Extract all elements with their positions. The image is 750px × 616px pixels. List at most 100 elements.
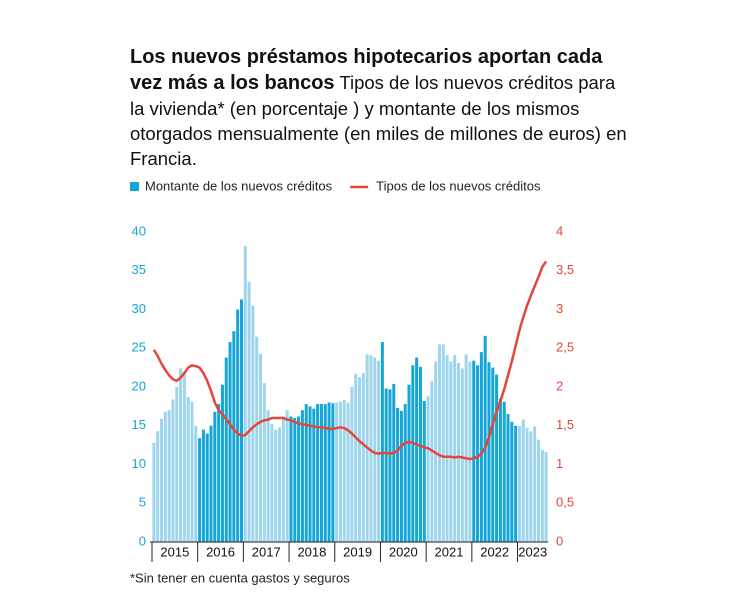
bar	[491, 367, 495, 542]
x-tick-label: 2016	[206, 544, 235, 559]
bar	[399, 411, 403, 542]
bar	[190, 401, 194, 542]
x-tick-label: 2018	[297, 544, 326, 559]
bar	[251, 305, 255, 542]
bar	[220, 384, 224, 542]
bar	[403, 404, 407, 542]
bar	[453, 355, 457, 542]
bar	[304, 404, 308, 542]
bar	[239, 299, 243, 542]
bar	[342, 400, 346, 542]
legend-label: Tipos de los nuevos créditos	[376, 178, 541, 193]
bar	[392, 383, 396, 542]
bar	[498, 398, 502, 542]
y-tick-label: 10	[132, 456, 146, 471]
bar	[228, 342, 232, 542]
bar	[312, 408, 316, 542]
bar	[449, 361, 453, 542]
bar	[369, 355, 373, 542]
bar	[331, 403, 335, 542]
bar	[186, 397, 190, 542]
bar	[259, 353, 263, 542]
legend-label: Montante de los nuevos créditos	[145, 178, 333, 193]
bar	[529, 431, 533, 542]
bar	[445, 355, 449, 542]
bar	[182, 371, 186, 542]
y2-tick-label: 0,5	[556, 495, 574, 510]
bar	[441, 344, 445, 542]
bar	[457, 362, 461, 542]
bar	[209, 425, 213, 542]
y2-tick-label: 2	[556, 378, 563, 393]
bar	[354, 373, 358, 542]
x-tick-label: 2019	[343, 544, 372, 559]
y-tick-label: 15	[132, 417, 146, 432]
bar	[198, 438, 202, 542]
note: *Sin tener en cuenta gastos y seguros	[130, 570, 350, 585]
x-tick-label: 2017	[252, 544, 281, 559]
bar	[274, 429, 278, 542]
bar	[163, 411, 167, 542]
bar	[411, 365, 415, 542]
bar	[384, 388, 388, 542]
bar	[152, 442, 156, 542]
bar	[327, 402, 331, 542]
bar	[495, 374, 499, 542]
bar	[171, 399, 175, 542]
bar	[308, 406, 312, 542]
bar	[533, 426, 537, 542]
bar	[285, 410, 289, 542]
bar	[415, 357, 419, 542]
y-tick-label: 5	[139, 495, 146, 510]
x-tick-label: 2021	[435, 544, 464, 559]
bar	[350, 387, 354, 542]
y-tick-label: 25	[132, 340, 146, 355]
bar	[544, 452, 548, 542]
bar	[335, 402, 339, 542]
chart-subtitle: Tipos de los nuevos créditos para la viv…	[130, 72, 627, 169]
bar	[167, 410, 171, 542]
bar	[506, 414, 510, 542]
bar	[422, 400, 426, 542]
bar	[236, 309, 240, 542]
bar	[232, 331, 236, 542]
bar	[300, 410, 304, 542]
bar	[319, 404, 323, 542]
bar	[472, 360, 476, 542]
bar	[514, 425, 518, 542]
bar	[179, 368, 183, 542]
line	[152, 260, 548, 461]
bar	[510, 421, 514, 542]
bar	[278, 427, 282, 542]
x-tick-label: 2020	[389, 544, 418, 559]
bar	[483, 335, 487, 542]
bar	[270, 424, 274, 542]
y2-tick-label: 3	[556, 301, 563, 316]
bar	[255, 336, 259, 542]
bar	[464, 354, 468, 542]
bar	[437, 344, 441, 542]
bar	[213, 411, 217, 542]
bar	[361, 373, 365, 542]
bar	[358, 376, 362, 542]
bar	[266, 410, 270, 542]
bar	[281, 416, 285, 542]
bar	[293, 418, 297, 542]
y-tick-label: 35	[132, 262, 146, 277]
y2-tick-label: 0	[556, 533, 563, 548]
y-tick-label: 40	[132, 223, 146, 238]
bar	[536, 439, 540, 542]
bar	[502, 401, 506, 542]
bar	[517, 425, 521, 542]
bar	[346, 402, 350, 542]
bar	[460, 368, 464, 542]
bar	[297, 416, 301, 542]
y2-tick-label: 1	[556, 456, 563, 471]
bar	[380, 342, 384, 542]
bar	[468, 361, 472, 542]
bar	[201, 429, 205, 542]
bar	[323, 404, 327, 542]
bar	[418, 366, 422, 542]
